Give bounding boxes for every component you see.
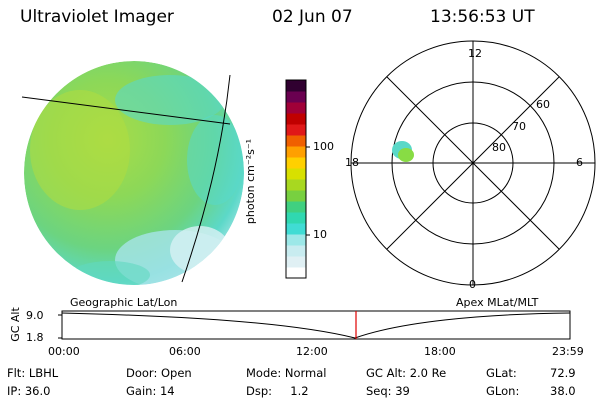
colorbar-segment (286, 245, 306, 257)
mlat-label-70: 70 (512, 120, 526, 133)
instrument-title: Ultraviolet Imager (20, 7, 174, 27)
colorbar-segment (286, 102, 306, 114)
colorbar-segment (286, 223, 306, 235)
mode-info: Mode: Normal (246, 366, 327, 380)
timeline-axis-label: GC Alt (8, 307, 22, 342)
glon-value: 38.0 (550, 384, 576, 398)
mlat-label-60: 60 (536, 98, 550, 111)
colorbar-unit-label: photon cm⁻²s⁻¹ (244, 138, 258, 225)
door-info: Door: Open (126, 366, 192, 380)
colorbar-segment (286, 113, 306, 125)
timeline-xtick-0600: 06:00 (169, 345, 201, 358)
timeline-xtick-1800: 18:00 (424, 345, 456, 358)
timeline-xtick-1200: 12:00 (296, 345, 328, 358)
colorbar-segment (286, 80, 306, 92)
date-label: 02 Jun 07 (272, 7, 353, 27)
glon-label: GLon: (486, 384, 520, 398)
colorbar-segment (286, 135, 306, 147)
colorbar-segment (286, 168, 306, 180)
time-label: 13:56:53 UT (430, 7, 535, 27)
mlt-label-0: 0 (469, 278, 476, 291)
colorbar-segment (286, 234, 306, 246)
timeline-frame (61, 310, 571, 340)
seq-info: Seq: 39 (366, 384, 410, 398)
ip-info: IP: 36.0 (7, 384, 51, 398)
glat-value: 72.9 (550, 366, 576, 380)
colorbar-segment (286, 190, 306, 202)
dsp-info: Dsp: 1.2 (246, 384, 309, 398)
mlt-label-6: 6 (576, 156, 583, 169)
timeline-ytick-9: 9.0 (26, 309, 44, 322)
mlt-label-12: 12 (468, 47, 482, 60)
geo-longitude-line (181, 74, 231, 283)
uvi-image-disk (24, 61, 244, 285)
mlt-label-18: 18 (345, 156, 359, 169)
colorbar-tick-10: 10 (313, 228, 327, 241)
colorbar-segment (286, 146, 306, 158)
polar-plot (350, 40, 596, 286)
geo-latitude-line (21, 96, 231, 125)
colorbar-segment (286, 157, 306, 169)
gain-info: Gain: 14 (126, 384, 175, 398)
colorbar-segment (286, 124, 306, 136)
colorbar-segment (286, 179, 306, 191)
timeline-xtick-0000: 00:00 (48, 345, 80, 358)
right-caption: Apex MLat/MLT (456, 296, 539, 309)
filter-info: Flt: LBHL (7, 366, 59, 380)
colorbar-segment (286, 267, 306, 279)
colorbar-segment (286, 91, 306, 103)
auroral-spot (392, 141, 414, 162)
timeline-xtick-2359: 23:59 (552, 345, 584, 358)
colorbar-segment (286, 212, 306, 224)
glat-label: GLat: (486, 366, 517, 380)
altitude-curve (61, 312, 571, 339)
mlat-label-80: 80 (492, 141, 506, 154)
color-scale-bar (286, 80, 306, 279)
left-caption: Geographic Lat/Lon (70, 296, 178, 309)
timeline-ytick-1: 1.8 (26, 331, 44, 344)
colorbar-tick-100: 100 (313, 140, 334, 153)
colorbar-segment (286, 201, 306, 213)
colorbar-segment (286, 256, 306, 268)
gc-alt-info: GC Alt: 2.0 Re (366, 366, 447, 380)
